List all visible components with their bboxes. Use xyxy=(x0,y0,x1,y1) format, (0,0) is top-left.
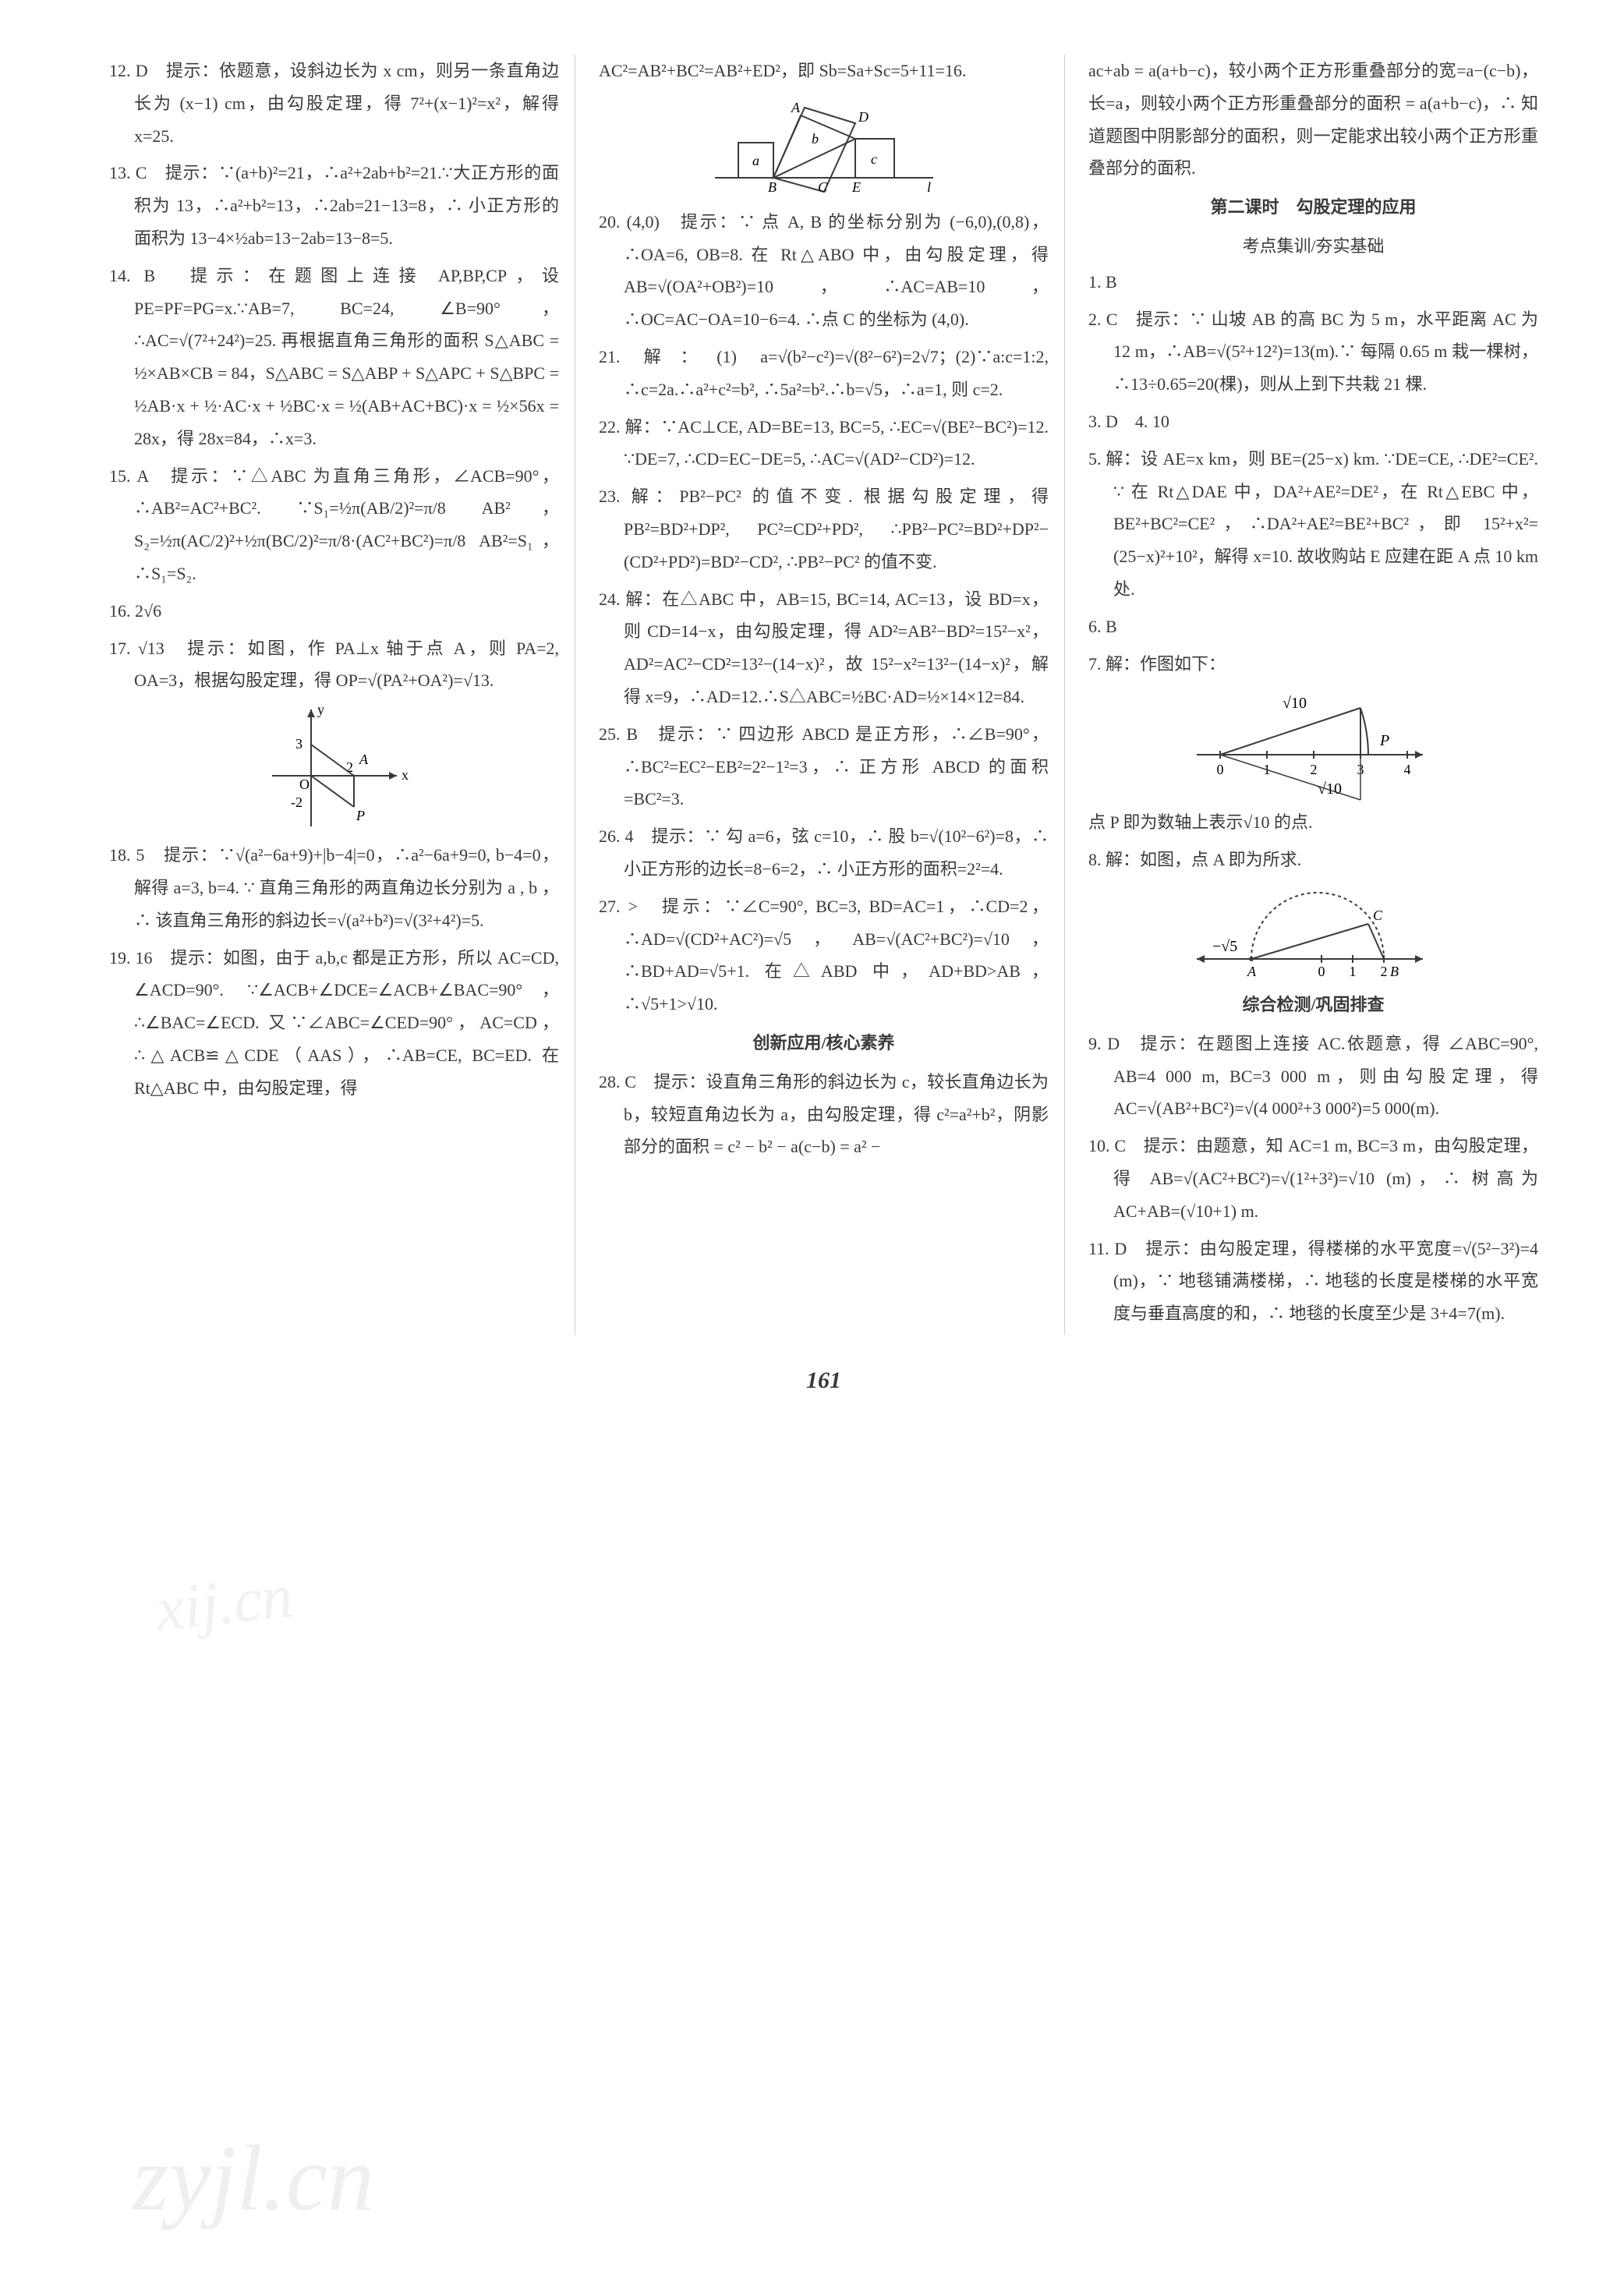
problem-2-8: 8. 解：如图，点 A 即为所求. xyxy=(1088,844,1538,876)
problem-14: 14. B 提示：在题图上连接 AP,BP,CP，设 PE=PF=PG=x.∵A… xyxy=(109,260,559,455)
line-l-label: l xyxy=(927,179,931,195)
problem-15: 15. A 提示：∵△ABC 为直角三角形，∠ACB=90°，∴AB²=AC²+… xyxy=(109,460,559,590)
pt-B2: B xyxy=(1390,964,1399,979)
column-1: 12. D 提示：依题意，设斜边长为 x cm，则另一条直角边长为 (x−1) … xyxy=(109,55,575,1335)
tick2-2: 2 xyxy=(1380,964,1387,979)
graph-numberline-7: 0 1 2 3 4 √10 √10 P xyxy=(1189,685,1438,801)
watermark-2: zyjl.cn xyxy=(133,2089,374,2267)
tick-4: 4 xyxy=(1403,762,1410,777)
tick-neg2: -2 xyxy=(291,794,303,810)
graph-axes-17: x y O 3 2 -2 A P xyxy=(257,702,412,834)
square-a-label: a xyxy=(752,153,759,168)
problem-18: 18. 5 提示：∵√(a²−6a+9)+|b−4|=0，∴a²−6a+9=0,… xyxy=(109,839,559,936)
problem-13: 13. C 提示：∵(a+b)²=21，∴a²+2ab+b²=21.∵大正方形的… xyxy=(109,157,559,254)
problem-26: 26. 4 提示：∵ 勾 a=6，弦 c=10，∴ 股 b=√(10²−6²)=… xyxy=(599,820,1049,886)
problem-2-1: 1. B xyxy=(1088,266,1538,299)
point-A-label: A xyxy=(359,752,369,767)
problem-19: 19. 16 提示：如图，由于 a,b,c 都是正方形，所以 AC=CD, ∠A… xyxy=(109,942,559,1105)
square-c-label: c xyxy=(871,151,877,167)
heading-kaodian: 考点集训/夯实基础 xyxy=(1088,230,1538,263)
tick2-1: 1 xyxy=(1349,964,1356,979)
problem-2-6: 6. B xyxy=(1088,610,1538,643)
problem-17: 17. √13 提示：如图，作 PA⊥x 轴于点 A，则 PA=2, OA=3，… xyxy=(109,632,559,698)
tick2-0: 0 xyxy=(1318,964,1325,979)
problem-28: 28. C 提示：设直角三角形的斜边长为 c，较长直角边长为 b，较短直角边长为… xyxy=(599,1066,1049,1163)
pt-B: B xyxy=(768,179,777,195)
pt-P: P xyxy=(1379,732,1389,749)
problem-2-11: 11. D 提示：由勾股定理，得楼梯的水平宽度=√(5²−3²)=4 (m)，∵… xyxy=(1088,1233,1538,1330)
axis-x-label: x xyxy=(402,767,409,783)
problem-24: 24. 解：在△ABC 中，AB=15, BC=14, AC=13，设 BD=x… xyxy=(599,583,1049,713)
page-number: 161 xyxy=(109,1358,1538,1403)
pt-C: C xyxy=(818,179,828,195)
sqrt10-top: √10 xyxy=(1283,695,1307,712)
heading-lesson-2: 第二课时 勾股定理的应用 xyxy=(1088,191,1538,224)
problem-28-cont: ac+ab = a(a+b−c)，较小两个正方形重叠部分的宽=a−(c−b)，长… xyxy=(1088,55,1538,185)
problem-2-2: 2. C 提示：∵ 山坡 AB 的高 BC 为 5 m，水平距离 AC 为 12… xyxy=(1088,303,1538,401)
problem-19-cont: AC²=AB²+BC²=AB²+ED²，即 Sb=Sa+Sc=5+11=16. xyxy=(599,55,1049,87)
graph-squares-19: l a c b A D B C E xyxy=(707,92,941,201)
problem-25: 25. B 提示：∵ 四边形 ABCD 是正方形，∴∠B=90°，∴BC²=EC… xyxy=(599,718,1049,816)
tick-2: 2 xyxy=(1310,762,1317,777)
problem-2-7b: 点 P 即为数轴上表示√10 的点. xyxy=(1088,806,1538,839)
watermark-1: xij.cn xyxy=(150,1537,299,1669)
problem-2-9: 9. D 提示：在题图上连接 AC.依题意，得 ∠ABC=90°, AB=4 0… xyxy=(1088,1028,1538,1125)
heading-zonghe: 综合检测/巩固排查 xyxy=(1088,989,1538,1021)
tick-3: 3 xyxy=(295,736,303,752)
problem-2-10: 10. C 提示：由题意，知 AC=1 m, BC=3 m，由勾股定理，得 AB… xyxy=(1088,1130,1538,1227)
axis-y-label: y xyxy=(317,702,324,717)
sqrt10-bot: √10 xyxy=(1318,780,1342,798)
graph-semicircle-8: 0 1 2 A B C −√5 xyxy=(1189,881,1438,982)
problem-23: 23. 解：PB²−PC² 的值不变. 根据勾股定理，得 PB²=BD²+DP²… xyxy=(599,480,1049,578)
problem-27: 27. > 提示：∵∠C=90°, BC=3, BD=AC=1，∴CD=2，∴A… xyxy=(599,890,1049,1021)
neg-sqrt5: −√5 xyxy=(1212,938,1237,955)
square-b-label: b xyxy=(812,131,819,147)
pt-E: E xyxy=(851,179,861,195)
problem-12: 12. D 提示：依题意，设斜边长为 x cm，则另一条直角边长为 (x−1) … xyxy=(109,55,559,152)
point-P-label: P xyxy=(356,808,365,823)
problem-22: 22. 解：∵AC⊥CE, AD=BE=13, BC=5, ∴EC=√(BE²−… xyxy=(599,411,1049,476)
origin-label: O xyxy=(299,777,310,792)
pt-A2: A xyxy=(1247,964,1257,979)
pt-A: A xyxy=(791,100,801,115)
tick-0: 0 xyxy=(1216,762,1223,777)
problem-16: 16. 2√6 xyxy=(109,595,559,628)
heading-innovation: 创新应用/核心素养 xyxy=(599,1027,1049,1060)
problem-21: 21. 解：(1) a=√(b²−c²)=√(8²−6²)=2√7；(2)∵a:… xyxy=(599,341,1049,406)
pt-D: D xyxy=(858,109,869,125)
problem-20: 20. (4,0) 提示：∵ 点 A, B 的坐标分别为 (−6,0),(0,8… xyxy=(599,206,1049,336)
column-3: ac+ab = a(a+b−c)，较小两个正方形重叠部分的宽=a−(c−b)，长… xyxy=(1088,55,1538,1335)
problem-2-3-4: 3. D 4. 10 xyxy=(1088,405,1538,438)
problem-2-5: 5. 解：设 AE=x km，则 BE=(25−x) km. ∵DE=CE, ∴… xyxy=(1088,443,1538,606)
pt-C2: C xyxy=(1373,908,1383,923)
column-2: AC²=AB²+BC²=AB²+ED²，即 Sb=Sa+Sc=5+11=16. … xyxy=(599,55,1065,1335)
problem-2-7: 7. 解：作图如下： xyxy=(1088,648,1538,681)
